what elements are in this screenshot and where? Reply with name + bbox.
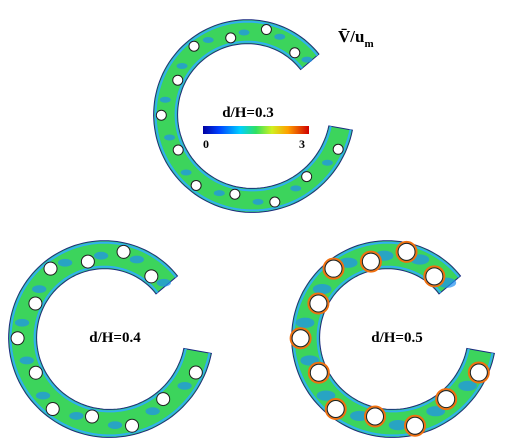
wake xyxy=(253,199,264,205)
wake xyxy=(58,259,72,267)
wake xyxy=(36,392,50,400)
cylinder xyxy=(189,366,202,379)
cylinder xyxy=(11,332,24,345)
wake xyxy=(15,319,29,327)
wake xyxy=(130,256,144,264)
wake xyxy=(69,412,83,420)
cylinder xyxy=(302,172,312,182)
wake xyxy=(164,135,175,141)
wake xyxy=(108,421,122,429)
panel-label: d/H=0.5 xyxy=(371,330,422,346)
wake xyxy=(239,30,250,36)
wake xyxy=(313,284,332,294)
wake xyxy=(214,190,225,196)
colorbar xyxy=(203,126,309,134)
cylinder xyxy=(29,366,42,379)
cylinder xyxy=(191,180,201,190)
cylinder xyxy=(156,110,166,120)
wake xyxy=(160,97,171,103)
colorbar-min: 0 xyxy=(203,137,209,151)
wake xyxy=(177,63,188,69)
cylinder xyxy=(226,33,236,43)
wake xyxy=(20,357,34,365)
wake xyxy=(181,169,192,175)
wake xyxy=(203,37,214,43)
wake xyxy=(290,185,301,191)
panel-label: d/H=0.3 xyxy=(222,105,273,121)
cylinder xyxy=(398,243,415,260)
cylinder xyxy=(470,364,487,381)
figure: V̄/um d/H=0.3 0 3 d/H=0.4 d/H=0.5 xyxy=(0,0,507,442)
cylinder xyxy=(173,145,183,155)
wake xyxy=(146,407,160,415)
cylinder xyxy=(29,297,42,310)
panel-label: d/H=0.4 xyxy=(89,330,141,346)
spirals xyxy=(9,20,495,438)
cylinder xyxy=(310,295,327,312)
wake xyxy=(301,57,312,63)
cylinder xyxy=(173,75,183,85)
cylinder xyxy=(290,48,300,58)
cylinder xyxy=(157,393,170,406)
wake xyxy=(274,34,285,40)
cylinder xyxy=(261,25,271,35)
cylinder xyxy=(46,403,59,416)
wake xyxy=(32,285,46,293)
legend-label-sub: m xyxy=(364,38,373,50)
wake xyxy=(94,252,108,260)
cylinder xyxy=(333,144,343,154)
cylinder xyxy=(230,189,240,199)
cylinder xyxy=(145,270,158,283)
cylinder xyxy=(81,255,94,268)
cylinder xyxy=(44,262,57,275)
cylinder xyxy=(310,364,327,381)
cylinder xyxy=(362,253,379,270)
wake xyxy=(296,318,315,328)
wake xyxy=(177,382,191,390)
cylinder xyxy=(426,268,443,285)
wake xyxy=(322,160,333,166)
colorbar-max: 3 xyxy=(299,137,305,151)
cylinder xyxy=(86,410,99,423)
cylinder xyxy=(189,41,199,51)
cylinder xyxy=(438,391,455,408)
cylinder xyxy=(117,245,130,258)
cylinder xyxy=(325,260,342,277)
cylinder xyxy=(292,330,309,347)
cylinder xyxy=(327,401,344,418)
cylinder xyxy=(270,197,280,207)
cylinder xyxy=(407,417,424,434)
wake xyxy=(157,279,171,287)
cylinder xyxy=(367,408,384,425)
legend-label-main: V̄/u xyxy=(338,27,364,46)
cylinder xyxy=(126,419,139,432)
legend-label: V̄/um xyxy=(338,27,374,50)
